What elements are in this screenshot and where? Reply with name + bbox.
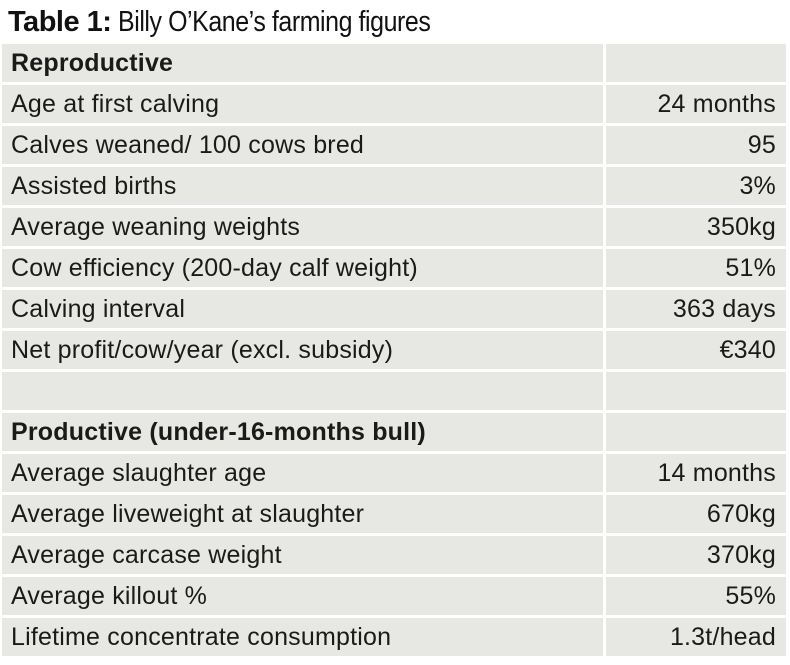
row-value: 1.3t/head — [606, 618, 786, 656]
row-label: Calving interval — [2, 290, 603, 328]
row-value: 670kg — [606, 495, 786, 533]
row-value: 3% — [606, 167, 786, 205]
row-value: 51% — [606, 249, 786, 287]
row-label: Lifetime concentrate consumption — [2, 618, 603, 656]
row-value: 370kg — [606, 536, 786, 574]
farming-figures-table: Reproductive Age at first calving 24 mon… — [2, 44, 786, 656]
row-label: Age at first calving — [2, 85, 603, 123]
row-value: 363 days — [606, 290, 786, 328]
row-label: Average liveweight at slaughter — [2, 495, 603, 533]
section-heading-value-empty — [606, 413, 786, 451]
row-label: Average slaughter age — [2, 454, 603, 492]
row-label: Average carcase weight — [2, 536, 603, 574]
row-value: 350kg — [606, 208, 786, 246]
row-label: Calves weaned/ 100 cows bred — [2, 126, 603, 164]
row-label: Assisted births — [2, 167, 603, 205]
row-label: Net profit/cow/year (excl. subsidy) — [2, 331, 603, 369]
row-value: 24 months — [606, 85, 786, 123]
section-heading-productive: Productive (under-16-months bull) — [2, 413, 603, 451]
section-heading-reproductive: Reproductive — [2, 44, 603, 82]
row-label: Average weaning weights — [2, 208, 603, 246]
row-value: €340 — [606, 331, 786, 369]
spacer-row-cell — [606, 372, 786, 410]
table-title: Table 1: Billy O’Kane’s farming figures — [2, 0, 790, 44]
section-heading-value-empty — [606, 44, 786, 82]
spacer-row-cell — [2, 372, 603, 410]
row-value: 55% — [606, 577, 786, 615]
row-label: Average killout % — [2, 577, 603, 615]
row-value: 14 months — [606, 454, 786, 492]
table-caption: Billy O’Kane’s farming figures — [118, 5, 431, 38]
table-number: Table 1: — [8, 5, 112, 38]
row-value: 95 — [606, 126, 786, 164]
row-label: Cow efficiency (200-day calf weight) — [2, 249, 603, 287]
